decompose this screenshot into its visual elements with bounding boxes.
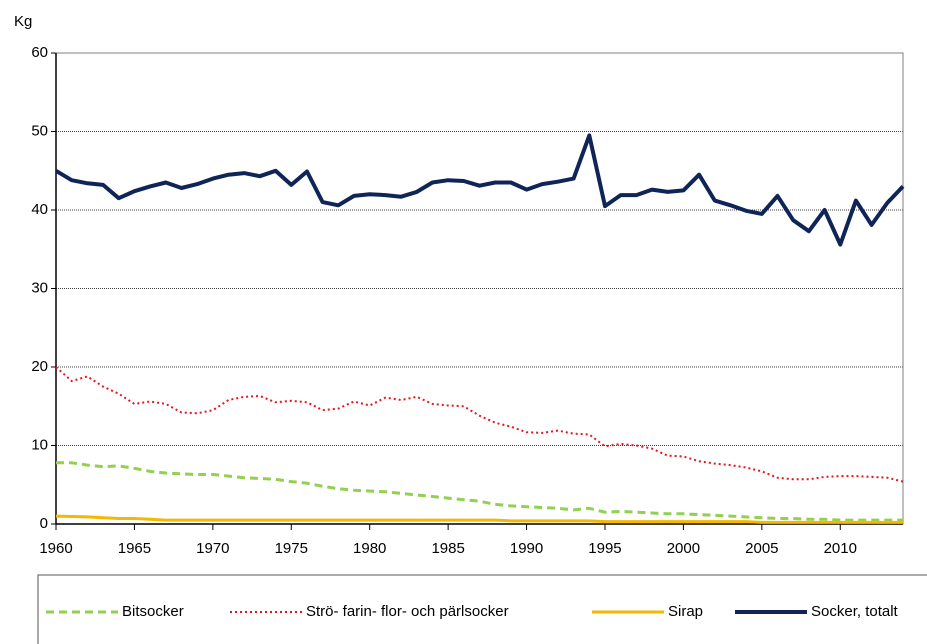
x-tick-label: 1965 [118, 540, 151, 557]
series-line [54, 133, 905, 247]
plot-frame [55, 52, 904, 525]
x-tick-label: 1960 [39, 540, 72, 557]
x-tick-label: 1990 [510, 540, 543, 557]
series-line [56, 461, 903, 522]
x-tick-label: 1995 [588, 540, 621, 557]
legend-label: Strö- farin- flor- och pärlsocker [306, 603, 509, 620]
x-tick-label: 1970 [196, 540, 229, 557]
legend-label: Bitsocker [122, 603, 184, 620]
legend-label: Socker, totalt [811, 603, 899, 620]
y-tick-label: 30 [31, 279, 48, 296]
series-line [55, 514, 903, 524]
y-tick-label: 10 [31, 436, 48, 453]
x-tick-label: 1975 [275, 540, 308, 557]
x-tick-label: 1985 [431, 540, 464, 557]
legend-label: Sirap [668, 603, 703, 620]
y-axis-label: Kg [14, 13, 32, 30]
series-line [55, 366, 904, 483]
x-tick-label: 2005 [745, 540, 778, 557]
y-tick-label: 50 [31, 122, 48, 139]
y-tick-label: 40 [31, 201, 48, 218]
y-tick-label: 20 [31, 358, 48, 375]
y-tick-label: 0 [40, 515, 48, 532]
legend-box [37, 574, 927, 644]
x-tick-label: 1980 [353, 540, 386, 557]
x-tick-label: 2000 [667, 540, 700, 557]
y-tick-label: 60 [31, 44, 48, 61]
x-tick-label: 2010 [824, 540, 857, 557]
